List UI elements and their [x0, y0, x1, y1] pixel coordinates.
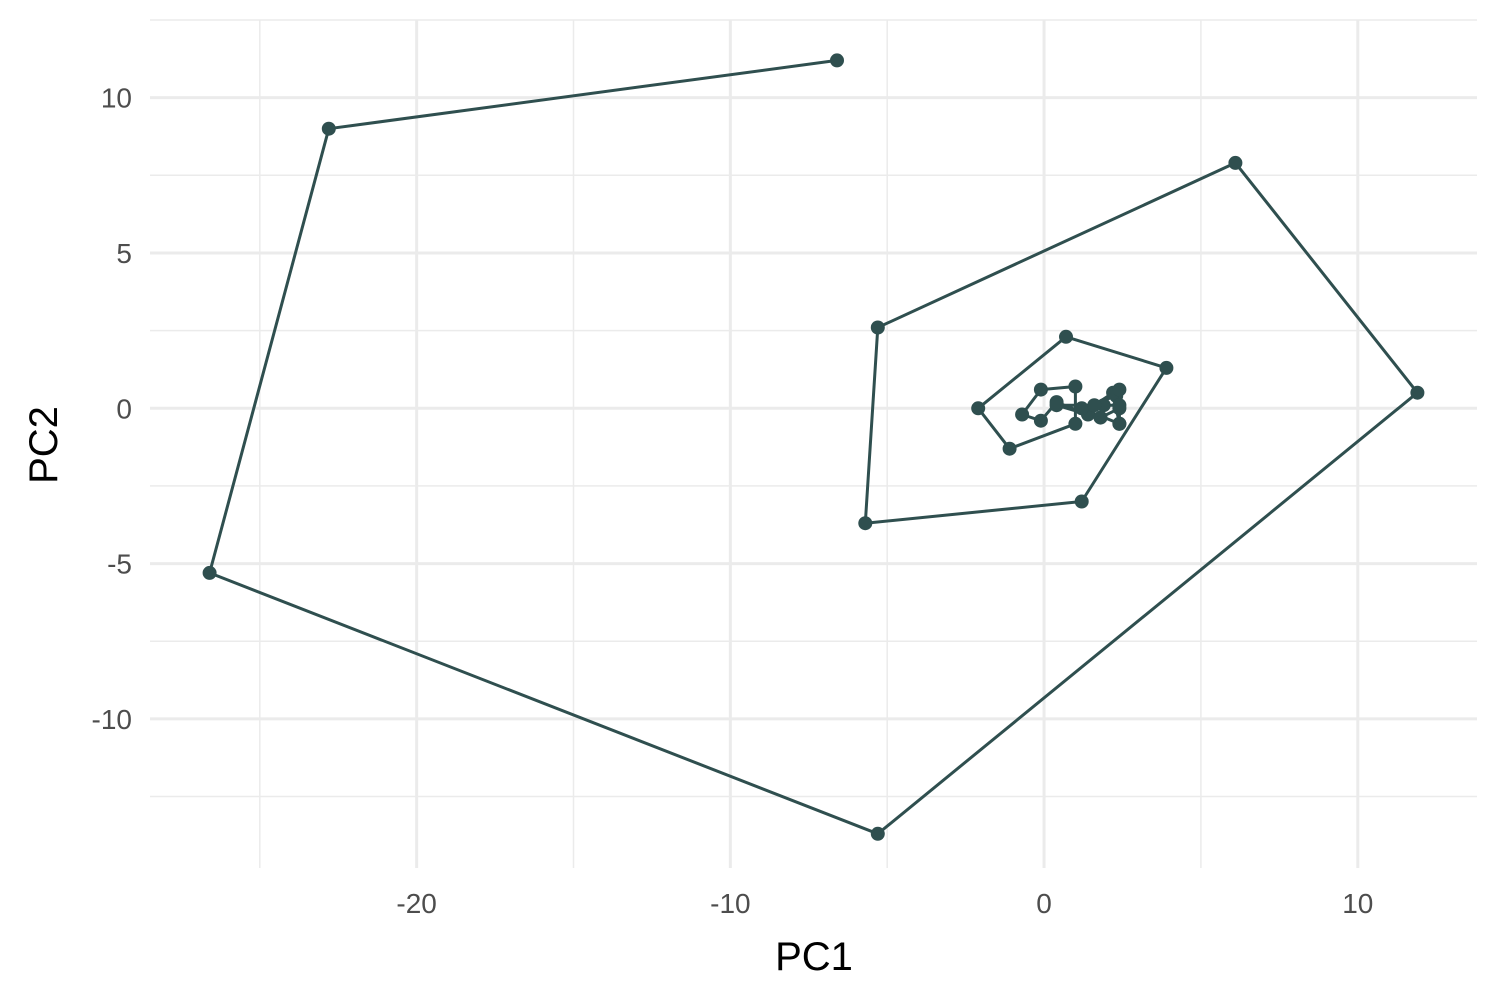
data-point	[870, 826, 885, 841]
y-tick-label: 0	[116, 393, 132, 424]
data-point	[1093, 410, 1108, 425]
data-point	[1228, 155, 1243, 170]
x-tick-label: 10	[1342, 888, 1373, 919]
y-tick-label: 10	[101, 83, 132, 114]
data-point	[1015, 407, 1030, 422]
data-point	[1074, 494, 1089, 509]
minor-gridlines	[150, 19, 1477, 868]
y-tick-label: 5	[116, 238, 132, 269]
data-point	[1074, 401, 1089, 416]
x-axis-title: PC1	[775, 935, 853, 979]
data-point	[321, 121, 336, 136]
data-point	[1033, 382, 1048, 397]
data-point	[1112, 382, 1127, 397]
data-point	[202, 565, 217, 580]
data-point	[1112, 398, 1127, 413]
data-point	[858, 516, 873, 531]
data-point	[1410, 385, 1425, 400]
data-point	[1002, 441, 1017, 456]
data-point	[1112, 416, 1127, 431]
data-point	[1087, 398, 1102, 413]
data-point	[1059, 329, 1073, 344]
data-point	[870, 320, 885, 335]
y-tick-label: -10	[92, 704, 132, 735]
data-point	[1049, 398, 1064, 413]
y-axis-tick-labels: -10 -5 0 5 10	[92, 83, 132, 735]
data-point	[1068, 379, 1083, 394]
y-axis-title: PC2	[22, 406, 66, 484]
data-point	[830, 53, 844, 68]
data-point	[971, 401, 986, 416]
major-gridlines	[150, 20, 1477, 868]
x-tick-label: -20	[396, 888, 436, 919]
x-axis-tick-labels: -20 -10 0 10	[396, 888, 1373, 919]
x-tick-label: 0	[1036, 888, 1052, 919]
data-points	[202, 53, 1425, 841]
x-tick-label: -10	[710, 888, 750, 919]
data-point	[1068, 416, 1083, 431]
y-tick-label: -5	[107, 549, 132, 580]
data-point	[1159, 360, 1174, 375]
data-point	[1033, 413, 1048, 428]
